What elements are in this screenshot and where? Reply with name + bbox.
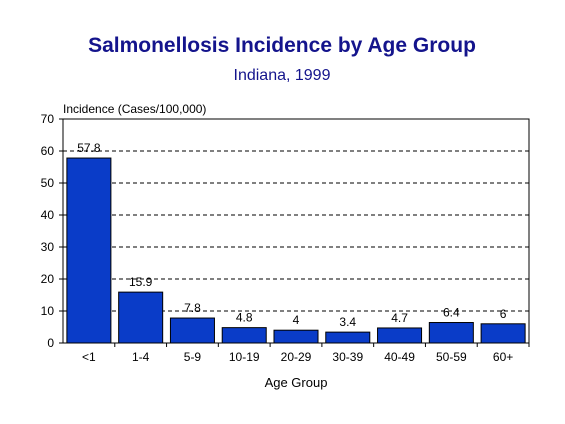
plot-area: 0 10 20 30 40 50 60 70 57.8 <1 15.9 1-4 7.8 5-9 4.8 10-… (41, 112, 530, 364)
bar (325, 331, 371, 344)
x-tick-label: 10-19 (229, 350, 260, 364)
data-label: 4.8 (236, 311, 253, 325)
x-tick-label: 60+ (493, 350, 513, 364)
bar (428, 322, 474, 344)
y-tick-label: 10 (41, 304, 55, 318)
x-tick-label: 30-39 (332, 350, 363, 364)
x-tick-label: 5-9 (184, 350, 202, 364)
data-label: 4 (293, 313, 300, 327)
y-tick-label: 0 (47, 336, 54, 350)
chart-subtitle: Indiana, 1999 (234, 67, 331, 84)
bar (66, 157, 112, 344)
y-tick-label: 50 (41, 176, 55, 190)
y-tick-label: 30 (41, 240, 55, 254)
x-tick-label: 40-49 (384, 350, 415, 364)
data-label: 6.4 (443, 306, 460, 320)
bar (273, 329, 319, 344)
y-axis-label: Incidence (Cases/100,000) (63, 102, 206, 116)
data-label: 15.9 (129, 275, 153, 289)
data-label: 6 (500, 307, 507, 321)
y-tick-label: 40 (41, 208, 55, 222)
x-tick-label: 50-59 (436, 350, 467, 364)
x-tick-label: 1-4 (132, 350, 150, 364)
data-label: 3.4 (339, 315, 356, 329)
bar (118, 291, 164, 344)
bar (169, 317, 215, 344)
bar (480, 323, 526, 344)
x-tick-label: <1 (82, 350, 96, 364)
data-label: 4.7 (391, 311, 408, 325)
bar (221, 327, 267, 344)
x-tick-label: 20-29 (281, 350, 312, 364)
y-tick-label: 20 (41, 272, 55, 286)
x-axis-label: Age Group (265, 375, 328, 390)
data-label: 57.8 (77, 141, 101, 155)
chart-title: Salmonellosis Incidence by Age Group (88, 34, 476, 57)
plot-frame (62, 118, 530, 344)
bar (377, 327, 423, 344)
data-label: 7.8 (184, 301, 201, 315)
y-tick-label: 60 (41, 144, 55, 158)
y-tick-label: 70 (41, 112, 55, 126)
